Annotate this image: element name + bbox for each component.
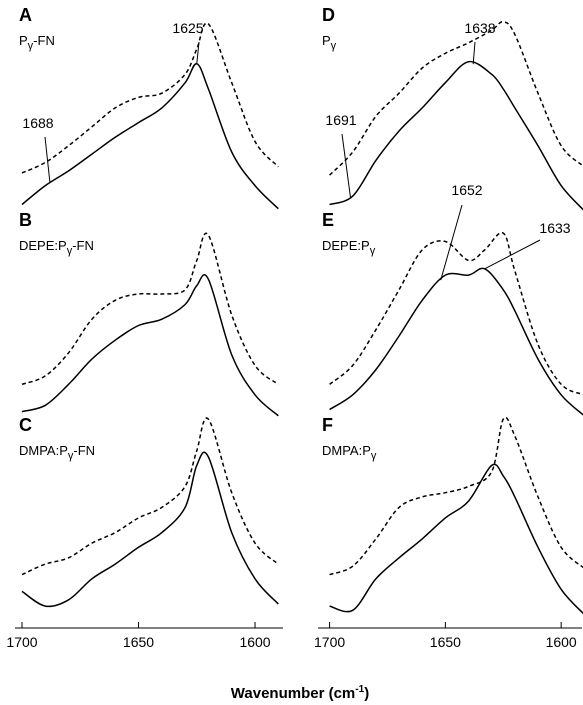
panel-label: D xyxy=(322,5,335,25)
spectrum-line xyxy=(21,22,279,174)
peak-leader xyxy=(341,133,351,198)
peak-label: 1688 xyxy=(22,115,53,131)
spectrum-line xyxy=(329,60,583,211)
spectrum-line xyxy=(21,274,279,417)
sample-label: DMPA:Pγ-FN xyxy=(19,443,95,462)
sample-text: -FN xyxy=(72,238,94,253)
peak-label: 1652 xyxy=(451,182,482,198)
sample-text: γ xyxy=(371,450,377,462)
sample-text: DMPA:P xyxy=(322,443,371,458)
sample-text: DEPE:P xyxy=(322,238,370,253)
spectrum-line xyxy=(329,21,583,176)
panel-label: F xyxy=(322,415,333,435)
x-tick-label: 1650 xyxy=(430,634,461,650)
x-label-text: Wavenumber (cm xyxy=(231,685,355,702)
peak-label: 1638 xyxy=(464,20,495,36)
panel-label: B xyxy=(19,210,32,230)
spectrum-line xyxy=(21,63,279,210)
x-tick-label: 1650 xyxy=(123,634,154,650)
sample-text: P xyxy=(19,33,28,48)
peak-leader xyxy=(484,239,541,270)
sample-text: P xyxy=(322,33,331,48)
x-label-sup: -1 xyxy=(355,684,364,695)
panel-label: E xyxy=(322,210,334,230)
spectrum-line xyxy=(329,463,583,615)
spectrum-line xyxy=(21,417,279,576)
peak-leader xyxy=(196,41,200,64)
sample-text: γ xyxy=(28,40,34,52)
sample-text: γ xyxy=(68,450,74,462)
sample-text: γ xyxy=(67,245,73,257)
sample-text: γ xyxy=(370,245,376,257)
spectrum-line xyxy=(21,451,279,608)
panel-label: C xyxy=(19,415,32,435)
spectrum-line xyxy=(329,416,583,576)
x-label-text: ) xyxy=(364,685,369,702)
x-tick-label: 1700 xyxy=(6,634,37,650)
x-axis-label: Wavenumber (cm-1) xyxy=(231,684,369,702)
sample-text: -FN xyxy=(73,443,95,458)
peak-leader xyxy=(44,136,51,183)
sample-label: DEPE:Pγ xyxy=(322,238,376,257)
sample-label: DMPA:Pγ xyxy=(322,443,377,462)
peak-leader xyxy=(472,41,476,65)
x-tick-label: 1600 xyxy=(546,634,577,650)
peak-label: 1625 xyxy=(172,20,203,36)
sample-text: γ xyxy=(331,40,337,52)
x-tick-label: 1700 xyxy=(314,634,345,650)
sample-label: Pγ-FN xyxy=(19,33,55,52)
spectrum-line xyxy=(329,231,583,396)
peak-label: 1691 xyxy=(325,112,356,128)
peak-label: 1633 xyxy=(539,220,570,236)
panel-label: A xyxy=(19,5,32,25)
sample-text: DMPA:P xyxy=(19,443,68,458)
sample-label: DEPE:Pγ-FN xyxy=(19,238,94,257)
spectrum-line xyxy=(329,267,583,416)
spectrum-line xyxy=(21,232,279,386)
peak-leader xyxy=(440,204,463,281)
sample-text: -FN xyxy=(33,33,55,48)
sample-text: DEPE:P xyxy=(19,238,67,253)
sample-label: Pγ xyxy=(322,33,337,52)
x-tick-label: 1600 xyxy=(239,634,270,650)
